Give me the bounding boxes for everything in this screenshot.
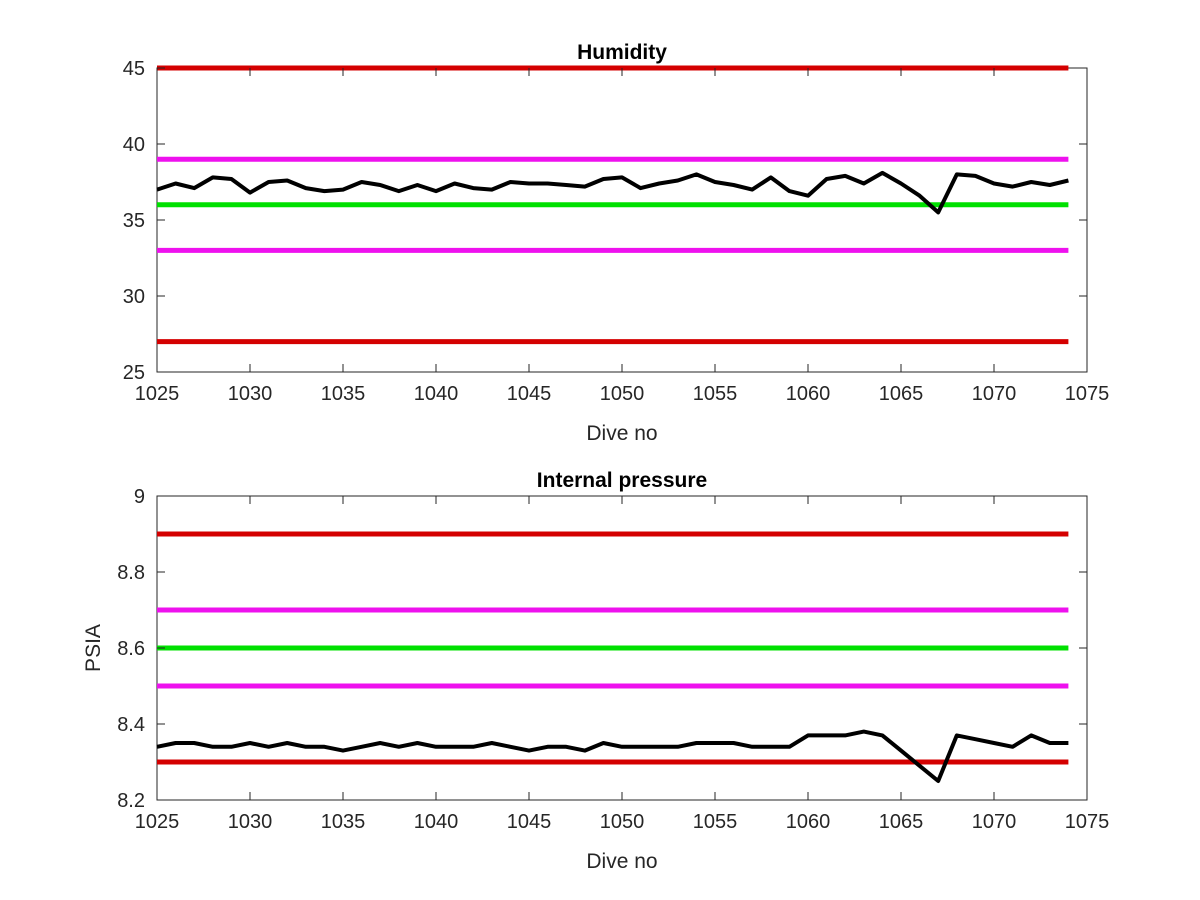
x-tick-label: 1070 [972, 811, 1017, 833]
x-tick-label: 1075 [1065, 383, 1110, 405]
y-tick-label: 40 [123, 134, 145, 156]
x-tick-label: 1060 [786, 383, 831, 405]
x-tick-label: 1050 [600, 383, 645, 405]
x-tick-label: 1030 [228, 383, 273, 405]
y-tick-label: 8.2 [117, 790, 145, 812]
x-tick-label: 1055 [693, 811, 738, 833]
y-tick-label: 35 [123, 210, 145, 232]
x-axis-label: Dive no [586, 422, 657, 445]
y-tick-label: 8.8 [117, 562, 145, 584]
x-tick-label: 1045 [507, 383, 552, 405]
y-tick-label: 8.4 [117, 714, 145, 736]
x-axis-label: Dive no [586, 850, 657, 873]
y-axis-label: PSIA [82, 624, 105, 672]
x-tick-label: 1060 [786, 811, 831, 833]
x-tick-label: 1045 [507, 811, 552, 833]
y-tick-label: 9 [134, 486, 145, 508]
y-tick-label: 30 [123, 286, 145, 308]
x-tick-label: 1025 [135, 383, 180, 405]
x-tick-label: 1040 [414, 383, 459, 405]
chart-title: Internal pressure [537, 469, 707, 492]
y-tick-label: 25 [123, 362, 145, 384]
data-series-line [156, 729, 1069, 783]
chart-2: 1025 1030 1035 1040 1045 1050 1055 1060 1065 1070… [82, 469, 1109, 873]
chart-title: Humidity [577, 41, 667, 64]
x-tick-label: 1070 [972, 383, 1017, 405]
x-tick-label: 1040 [414, 811, 459, 833]
x-tick-label: 1035 [321, 383, 366, 405]
x-tick-label: 1075 [1065, 811, 1110, 833]
x-tick-label: 1065 [879, 811, 924, 833]
x-tick-label: 1050 [600, 811, 645, 833]
x-tick-label: 1065 [879, 383, 924, 405]
x-tick-label: 1035 [321, 811, 366, 833]
x-tick-label: 1055 [693, 383, 738, 405]
x-tick-label: 1030 [228, 811, 273, 833]
x-tick-label: 1025 [135, 811, 180, 833]
chart-1: 1025 1030 1035 1040 1045 1050 1055 1060 1065 1070… [123, 41, 1110, 445]
axes-box [156, 67, 1088, 373]
data-series-line [156, 170, 1069, 215]
y-tick-label: 45 [123, 58, 145, 80]
y-tick-label: 8.6 [117, 638, 145, 660]
